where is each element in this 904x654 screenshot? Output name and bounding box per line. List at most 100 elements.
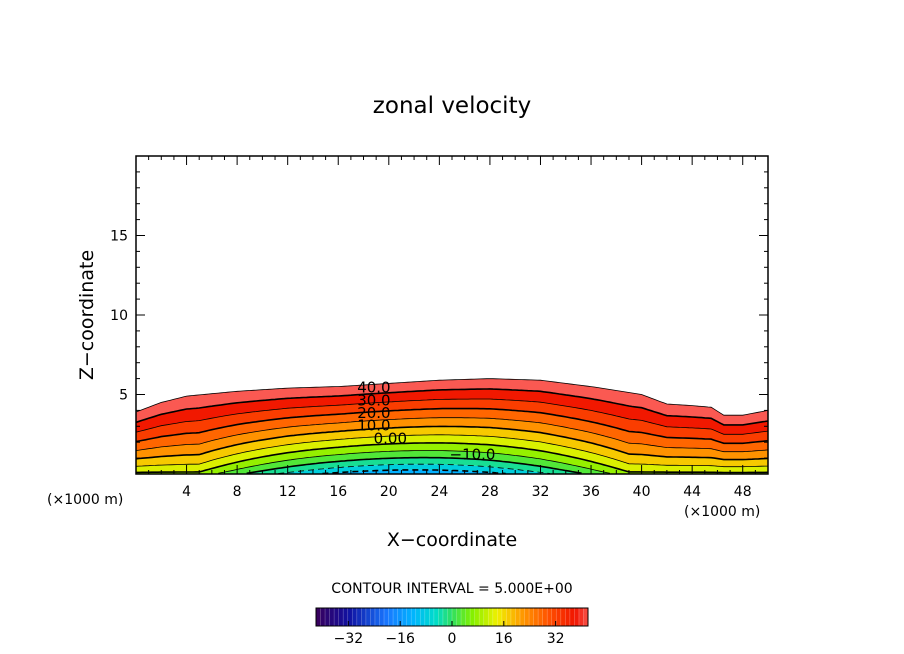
colorbar-cell <box>538 608 543 626</box>
colorbar-cell <box>424 608 430 626</box>
colorbar-cell <box>347 608 353 626</box>
x-tick-label: 20 <box>380 484 398 500</box>
contour-interval-label: CONTOUR INTERVAL = 5.000E+00 <box>331 581 572 597</box>
chart-title: zonal velocity <box>373 93 531 119</box>
colorbar-cell <box>452 608 457 626</box>
contour-line <box>136 388 768 426</box>
x-tick-label: 8 <box>233 484 242 500</box>
y-tick-label: 10 <box>110 308 128 324</box>
colorbar-cell <box>438 608 444 626</box>
contour-band <box>136 442 768 474</box>
contour-band <box>136 388 768 435</box>
colorbar-cell <box>384 608 389 626</box>
colorbar-cell <box>510 608 516 626</box>
x-unit-left: (×1000 m) <box>47 492 123 508</box>
x-axis-label: X−coordinate <box>387 529 517 551</box>
colorbar-cell <box>578 608 584 626</box>
colorbar-cell <box>556 608 562 626</box>
contour-line <box>278 463 551 474</box>
colorbar-tick-label: 0 <box>448 631 457 647</box>
x-tick-label: 36 <box>582 484 600 500</box>
x-tick-label: 32 <box>532 484 550 500</box>
y-tick-label: 5 <box>119 388 128 404</box>
colorbar-cell <box>316 608 321 626</box>
contour-line <box>136 425 768 461</box>
contour-lines <box>136 378 768 474</box>
colorbar-cell <box>497 608 503 626</box>
contour-line <box>136 434 768 468</box>
contour-band <box>136 426 768 467</box>
colorbar-cell <box>461 608 466 626</box>
x-unit-right: (×1000 m) <box>684 504 760 520</box>
y-tick-label: 15 <box>110 229 128 245</box>
colorbar-cell <box>547 608 553 626</box>
colorbar-cell <box>560 608 566 626</box>
contour-labels: 40.030.020.010.00.00 −10.0 <box>357 379 495 464</box>
contour-band <box>136 464 768 474</box>
colorbar-cell <box>569 608 575 626</box>
colorbar-tick-label: −32 <box>334 631 364 647</box>
x-tick-label: 4 <box>182 484 191 500</box>
colorbar-cell <box>483 608 489 626</box>
colorbar-cell <box>406 608 412 626</box>
contour-line <box>136 398 768 435</box>
colorbar-cell <box>356 608 362 626</box>
contour-band <box>136 408 768 452</box>
colorbar-cell <box>365 608 371 626</box>
x-tick-label: 40 <box>633 484 651 500</box>
colorbar-cell <box>447 608 453 626</box>
colorbar-cell <box>411 608 417 626</box>
contour-band <box>136 378 768 425</box>
x-tick-label: 48 <box>734 484 752 500</box>
contour-line <box>246 456 582 474</box>
contour-line <box>136 417 768 453</box>
colorbar-cell <box>501 608 507 626</box>
colorbar-cell <box>402 608 407 626</box>
colorbar-cell <box>506 608 512 626</box>
colorbar-cell <box>352 608 358 626</box>
colorbar-cell <box>415 608 421 626</box>
colorbar-stripes <box>315 607 589 627</box>
contour-band <box>136 457 768 474</box>
x-tick-label: 24 <box>430 484 448 500</box>
contour-line <box>136 407 768 445</box>
colorbar-cell <box>429 608 435 626</box>
colorbar: −32 −16 0 16 32 <box>315 607 589 647</box>
colorbar-tick-label: −16 <box>385 631 415 647</box>
colorbar-cell <box>397 608 403 626</box>
colorbar-cell <box>520 608 525 626</box>
colorbar-cell <box>388 608 394 626</box>
colorbar-cell <box>551 608 557 626</box>
contour-label: 0.00 <box>374 429 407 447</box>
contour-band <box>136 399 768 444</box>
colorbar-cell <box>361 608 367 626</box>
contour-label: 40.0 <box>357 379 390 397</box>
colorbar-cell <box>456 608 462 626</box>
x-tick-label: 28 <box>481 484 499 500</box>
colorbar-cell <box>370 608 376 626</box>
x-axis: 4 8 12 16 20 24 28 32 36 40 44 48 <box>135 156 769 500</box>
contour-label: 30.0 <box>357 391 390 409</box>
colorbar-cell <box>329 608 335 626</box>
colorbar-cell <box>515 608 521 626</box>
colorbar-cell <box>479 608 485 626</box>
colorbar-ticks: −32 −16 0 16 32 <box>334 621 565 647</box>
x-tick-label: 12 <box>279 484 297 500</box>
colorbar-cell <box>379 608 385 626</box>
colorbar-cell <box>433 608 439 626</box>
contour-band <box>136 417 768 460</box>
colorbar-cell <box>320 608 326 626</box>
colorbar-cell <box>465 608 471 626</box>
y-axis-label: Z−coordinate <box>76 250 98 380</box>
colorbar-cell <box>325 608 330 626</box>
colorbar-cell <box>343 608 349 626</box>
colorbar-cell <box>442 608 448 626</box>
colorbar-cell <box>420 608 426 626</box>
colorbar-tick-label: 32 <box>547 631 565 647</box>
colorbar-cell <box>338 608 344 626</box>
colorbar-cell <box>470 608 475 626</box>
colorbar-cell <box>393 608 398 626</box>
contour-line <box>218 450 611 474</box>
contour-label: 10.0 <box>357 417 390 435</box>
